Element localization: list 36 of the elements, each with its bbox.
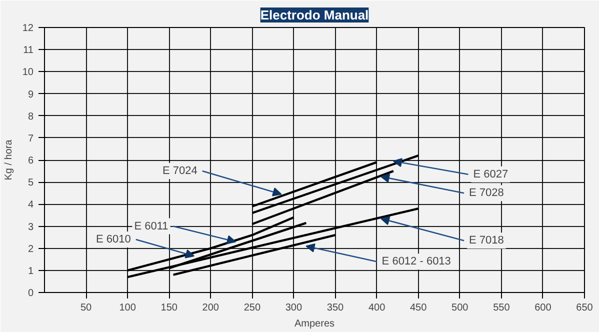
- x-tick-label: 200: [202, 302, 220, 314]
- annotation: E 6027: [473, 168, 508, 180]
- x-tick-label: 650: [576, 302, 594, 314]
- x-tick-label: 150: [160, 302, 178, 314]
- annotation: E 7024: [162, 165, 198, 178]
- x-axis-title: Amperes: [294, 318, 335, 330]
- x-tick-label: 500: [452, 302, 469, 314]
- y-axis-title: Kg / hora: [3, 139, 14, 180]
- y-tick-label: 12: [22, 23, 34, 34]
- x-tick-label: 250: [244, 302, 261, 314]
- y-tick-label: 11: [23, 45, 34, 56]
- chart-title: Electrodo Manual: [260, 8, 369, 22]
- y-tick-label: 1: [28, 266, 34, 277]
- x-tick-label: 450: [410, 302, 428, 314]
- annotation: E 6012 - 6013: [382, 256, 451, 268]
- annotation: E 6011: [134, 220, 168, 232]
- x-tick-label: 350: [326, 302, 344, 314]
- y-tick-label: 3: [28, 222, 34, 233]
- y-tick-label: 6: [28, 156, 34, 166]
- y-tick-label: 0: [28, 288, 34, 299]
- x-tick-label: 50: [80, 302, 92, 314]
- y-tick-label: 9: [28, 89, 34, 100]
- y-tick-label: 2: [28, 244, 34, 255]
- y-tick-label: 7: [28, 133, 34, 144]
- x-tick-label: 550: [493, 302, 510, 314]
- x-tick-label: 300: [285, 302, 303, 314]
- annotation: E 6010: [96, 234, 131, 246]
- y-tick-label: 4: [28, 200, 34, 211]
- annotation: E 7028: [469, 187, 504, 200]
- x-tick-label: 100: [119, 302, 136, 314]
- y-tick-label: 8: [28, 111, 34, 122]
- x-tick-label: 600: [534, 302, 552, 314]
- annotation: E 7018: [469, 234, 504, 247]
- y-tick-label: 5: [28, 178, 34, 189]
- x-tick-label: 400: [368, 302, 386, 314]
- y-tick-label: 10: [22, 67, 34, 78]
